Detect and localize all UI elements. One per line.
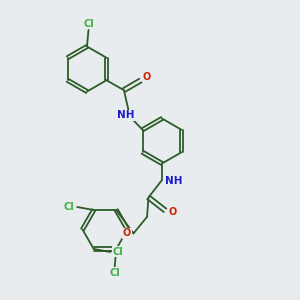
Text: NH: NH [165,176,182,187]
Text: O: O [123,228,131,239]
Text: O: O [168,207,177,218]
Text: Cl: Cl [113,247,124,257]
Text: Cl: Cl [83,19,94,29]
Text: Cl: Cl [64,202,74,212]
Text: NH: NH [117,110,135,120]
Text: Cl: Cl [110,268,120,278]
Text: O: O [143,72,151,82]
